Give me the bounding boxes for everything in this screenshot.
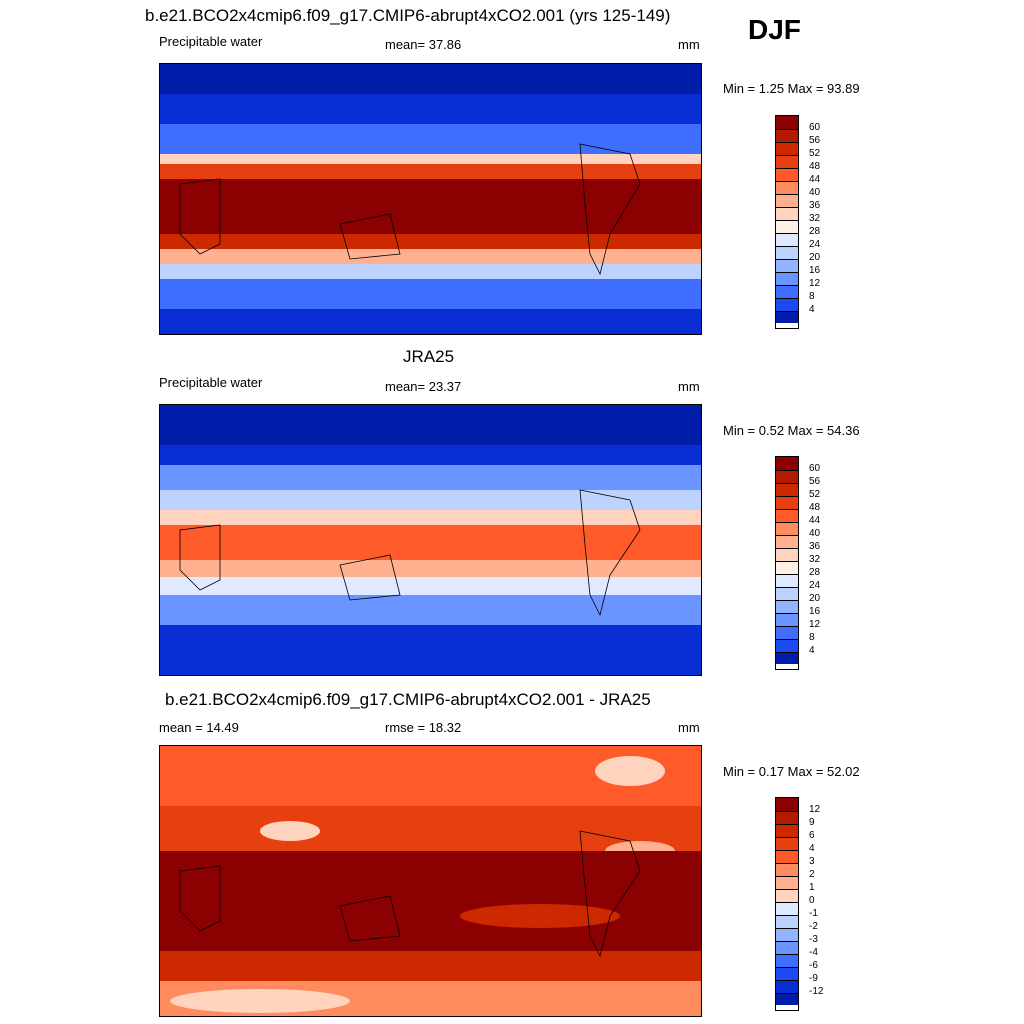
colorbar-tick-label: 28: [809, 226, 821, 237]
colorbar-tick-label: 12: [809, 619, 821, 630]
panel1-colorbar: [775, 115, 799, 329]
panel2-variable-label: Precipitable water: [159, 375, 263, 390]
colorbar-tick-label: -4: [809, 947, 818, 958]
panel2-map: [159, 404, 702, 676]
colorbar-tick-label: 40: [809, 187, 821, 198]
colorbar-tick-label: 1: [809, 882, 815, 893]
colorbar-tick-label: 12: [809, 804, 821, 815]
colorbar-tick-label: 12: [809, 278, 821, 289]
colorbar-tick-label: -2: [809, 921, 818, 932]
colorbar-tick-label: 44: [809, 515, 821, 526]
colorbar-tick-label: 2: [809, 869, 815, 880]
panel3-rmse: rmse = 18.32: [385, 720, 462, 735]
colorbar-tick-label: 24: [809, 239, 821, 250]
colorbar-tick-label: 28: [809, 567, 821, 578]
panel2-title: JRA25: [403, 347, 455, 366]
colorbar-tick-label: 48: [809, 502, 821, 513]
colorbar-tick-label: 52: [809, 148, 821, 159]
colorbar-tick-label: 8: [809, 291, 815, 302]
colorbar-tick-label: -3: [809, 934, 818, 945]
season-label: DJF: [748, 14, 801, 45]
panel1-minmax: Min = 1.25 Max = 93.89: [723, 81, 860, 96]
colorbar-tick-label: 4: [809, 645, 815, 656]
colorbar-tick-label: 48: [809, 161, 821, 172]
colorbar-tick-label: 4: [809, 843, 815, 854]
colorbar-tick-label: -1: [809, 908, 818, 919]
colorbar-tick-label: 9: [809, 817, 815, 828]
colorbar-tick-label: 8: [809, 632, 815, 643]
panel1-units: mm: [678, 37, 700, 52]
colorbar-tick-label: 40: [809, 528, 821, 539]
panel2-colorbar: [775, 456, 799, 670]
panel2-units: mm: [678, 379, 700, 394]
panel3-mean: mean = 14.49: [159, 720, 239, 735]
panel3-colorbar: [775, 797, 799, 1011]
panel1-variable-label: Precipitable water: [159, 34, 263, 49]
colorbar-tick-label: 32: [809, 213, 821, 224]
colorbar-tick-label: 56: [809, 476, 821, 487]
colorbar-tick-label: 36: [809, 200, 821, 211]
colorbar-tick-label: -12: [809, 986, 824, 997]
panel1-map: [159, 63, 702, 335]
colorbar-tick-label: 32: [809, 554, 821, 565]
colorbar-tick-label: 60: [809, 463, 821, 474]
panel3-title: b.e21.BCO2x4cmip6.f09_g17.CMIP6-abrupt4x…: [165, 690, 651, 709]
colorbar-tick-label: 56: [809, 135, 821, 146]
panel1-title: b.e21.BCO2x4cmip6.f09_g17.CMIP6-abrupt4x…: [145, 6, 671, 25]
colorbar-tick-label: 3: [809, 856, 815, 867]
panel2-mean: mean= 23.37: [385, 379, 462, 394]
colorbar-tick-label: 4: [809, 304, 815, 315]
colorbar-tick-label: 24: [809, 580, 821, 591]
colorbar-tick-label: 20: [809, 252, 821, 263]
colorbar-tick-label: 0: [809, 895, 815, 906]
panel3-units: mm: [678, 720, 700, 735]
panel1-mean: mean= 37.86: [385, 37, 462, 52]
colorbar-tick-label: 16: [809, 606, 821, 617]
colorbar-tick-label: 52: [809, 489, 821, 500]
colorbar-tick-label: 16: [809, 265, 821, 276]
colorbar-tick-label: 20: [809, 593, 821, 604]
panel2-minmax: Min = 0.52 Max = 54.36: [723, 423, 860, 438]
colorbar-tick-label: 44: [809, 174, 821, 185]
colorbar-tick-label: 60: [809, 122, 821, 133]
colorbar-tick-label: -9: [809, 973, 818, 984]
colorbar-tick-label: -6: [809, 960, 818, 971]
panel3-map: [159, 745, 702, 1017]
colorbar-tick-label: 36: [809, 541, 821, 552]
colorbar-tick-label: 6: [809, 830, 815, 841]
panel3-minmax: Min = 0.17 Max = 52.02: [723, 764, 860, 779]
